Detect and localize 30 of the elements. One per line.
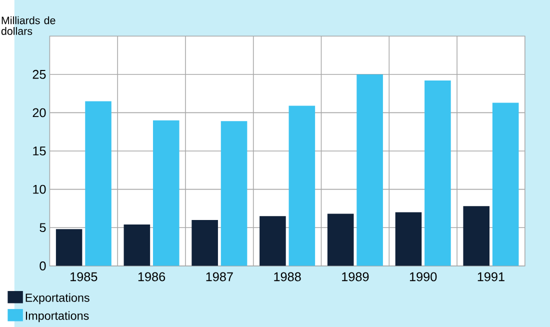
x-tick-label: 1991 (478, 272, 504, 282)
bar (492, 102, 519, 266)
bar (463, 206, 490, 266)
x-tick-label: 1985 (70, 272, 98, 282)
bar (395, 212, 422, 266)
x-tick-label: 1990 (410, 272, 437, 282)
bar (288, 106, 316, 266)
bar (260, 216, 286, 266)
bar (56, 229, 82, 266)
x-tick-label: 1988 (274, 272, 301, 282)
y-axis-title: Milliards de dollars (1, 16, 56, 35)
x-tick-label: 1989 (342, 272, 369, 282)
y-tick-label: 0 (40, 261, 46, 270)
legend-label: Exportations (26, 293, 90, 304)
x-tick-label: 1987 (206, 272, 233, 282)
x-tick-label: 1986 (138, 272, 166, 282)
y-tick-label: 5 (40, 223, 46, 232)
bar (152, 120, 180, 266)
bar (356, 74, 383, 266)
y-tick-label: 10 (33, 184, 46, 194)
y-tick-label: 20 (32, 108, 46, 118)
bar (85, 101, 112, 266)
bar (327, 214, 354, 266)
legend-label: Importations (26, 311, 89, 322)
bar (424, 80, 451, 266)
bar (124, 224, 150, 266)
bar (220, 121, 248, 266)
bar (192, 220, 218, 266)
y-tick-label: 15 (33, 146, 46, 156)
y-tick-label: 25 (32, 70, 46, 79)
